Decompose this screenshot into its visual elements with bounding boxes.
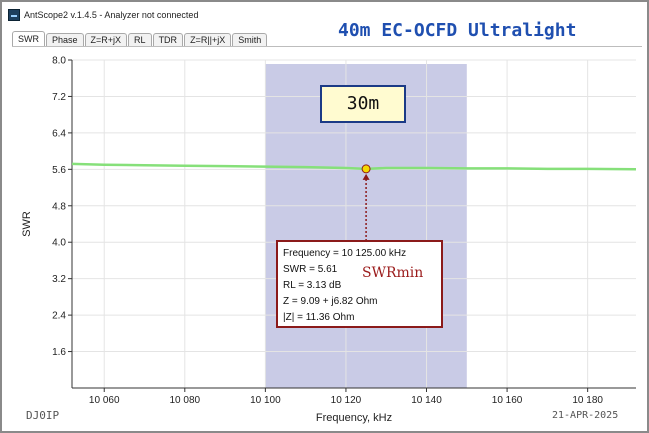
- tab-z-parallel[interactable]: Z=R||+jX: [184, 33, 232, 47]
- footer-callsign: DJ0IP: [26, 409, 60, 422]
- y-tick-label: 5.6: [52, 165, 66, 176]
- x-tick-label: 10 120: [331, 395, 362, 406]
- tab-rl[interactable]: RL: [128, 33, 152, 47]
- y-axis-label: SWR: [21, 211, 33, 237]
- x-tick-label: 10 160: [492, 395, 523, 406]
- axis-ticks: 10 060 10 080 10 100 10 120 10 140 10 160 10 1…: [52, 56, 603, 407]
- readout-impedance: Z = 9.09 + j6.82 Ohm: [283, 296, 378, 307]
- x-tick-label: 10 100: [250, 395, 281, 406]
- readout-swr: SWR = 5.61: [283, 264, 338, 275]
- marker-readout-box: Frequency = 10 125.00 kHz SWR = 5.61 RL …: [276, 240, 443, 328]
- tab-z-rjx[interactable]: Z=R+jX: [84, 33, 128, 47]
- x-tick-label: 10 180: [572, 395, 603, 406]
- tab-phase[interactable]: Phase: [46, 33, 84, 47]
- chart-banner-title: 40m EC-OCFD Ultralight: [338, 20, 577, 41]
- x-axis-label: Frequency, kHz: [316, 412, 392, 424]
- window-title: AntScope2 v.1.4.5 - Analyzer not connect…: [24, 10, 199, 20]
- y-tick-label: 8.0: [52, 56, 66, 67]
- x-tick-label: 10 060: [89, 395, 120, 406]
- y-tick-label: 1.6: [52, 347, 66, 358]
- swr-trace-line: [71, 162, 637, 171]
- x-tick-label: 10 140: [411, 395, 442, 406]
- y-tick-label: 7.2: [52, 92, 66, 103]
- footer-date: 21-APR-2025: [552, 410, 619, 421]
- marker-arrowhead: [362, 173, 370, 180]
- readout-magnitude: |Z| = 11.36 Ohm: [283, 312, 355, 323]
- y-tick-label: 3.2: [52, 274, 66, 285]
- y-tick-label: 4.8: [52, 201, 66, 212]
- tab-swr[interactable]: SWR: [12, 31, 45, 47]
- y-tick-label: 6.4: [52, 128, 66, 139]
- title-bar: AntScope2 v.1.4.5 - Analyzer not connect…: [2, 2, 647, 28]
- tab-smith[interactable]: Smith: [232, 33, 268, 47]
- y-tick-label: 4.0: [52, 238, 66, 249]
- readout-frequency: Frequency = 10 125.00 kHz: [283, 248, 407, 259]
- tab-bar: SWR Phase Z=R+jX RL TDR Z=R||+jX Smith: [12, 31, 268, 47]
- swrmin-annotation: SWRmin: [362, 265, 424, 281]
- readout-rl: RL = 3.13 dB: [283, 280, 342, 291]
- swr-min-marker[interactable]: [361, 164, 371, 174]
- y-tick-label: 2.4: [52, 311, 66, 322]
- tab-divider: [12, 46, 642, 47]
- app-logo-icon: [8, 9, 20, 21]
- tab-tdr[interactable]: TDR: [152, 33, 184, 47]
- x-tick-label: 10 080: [170, 395, 201, 406]
- band-label-box: 30m: [320, 85, 406, 123]
